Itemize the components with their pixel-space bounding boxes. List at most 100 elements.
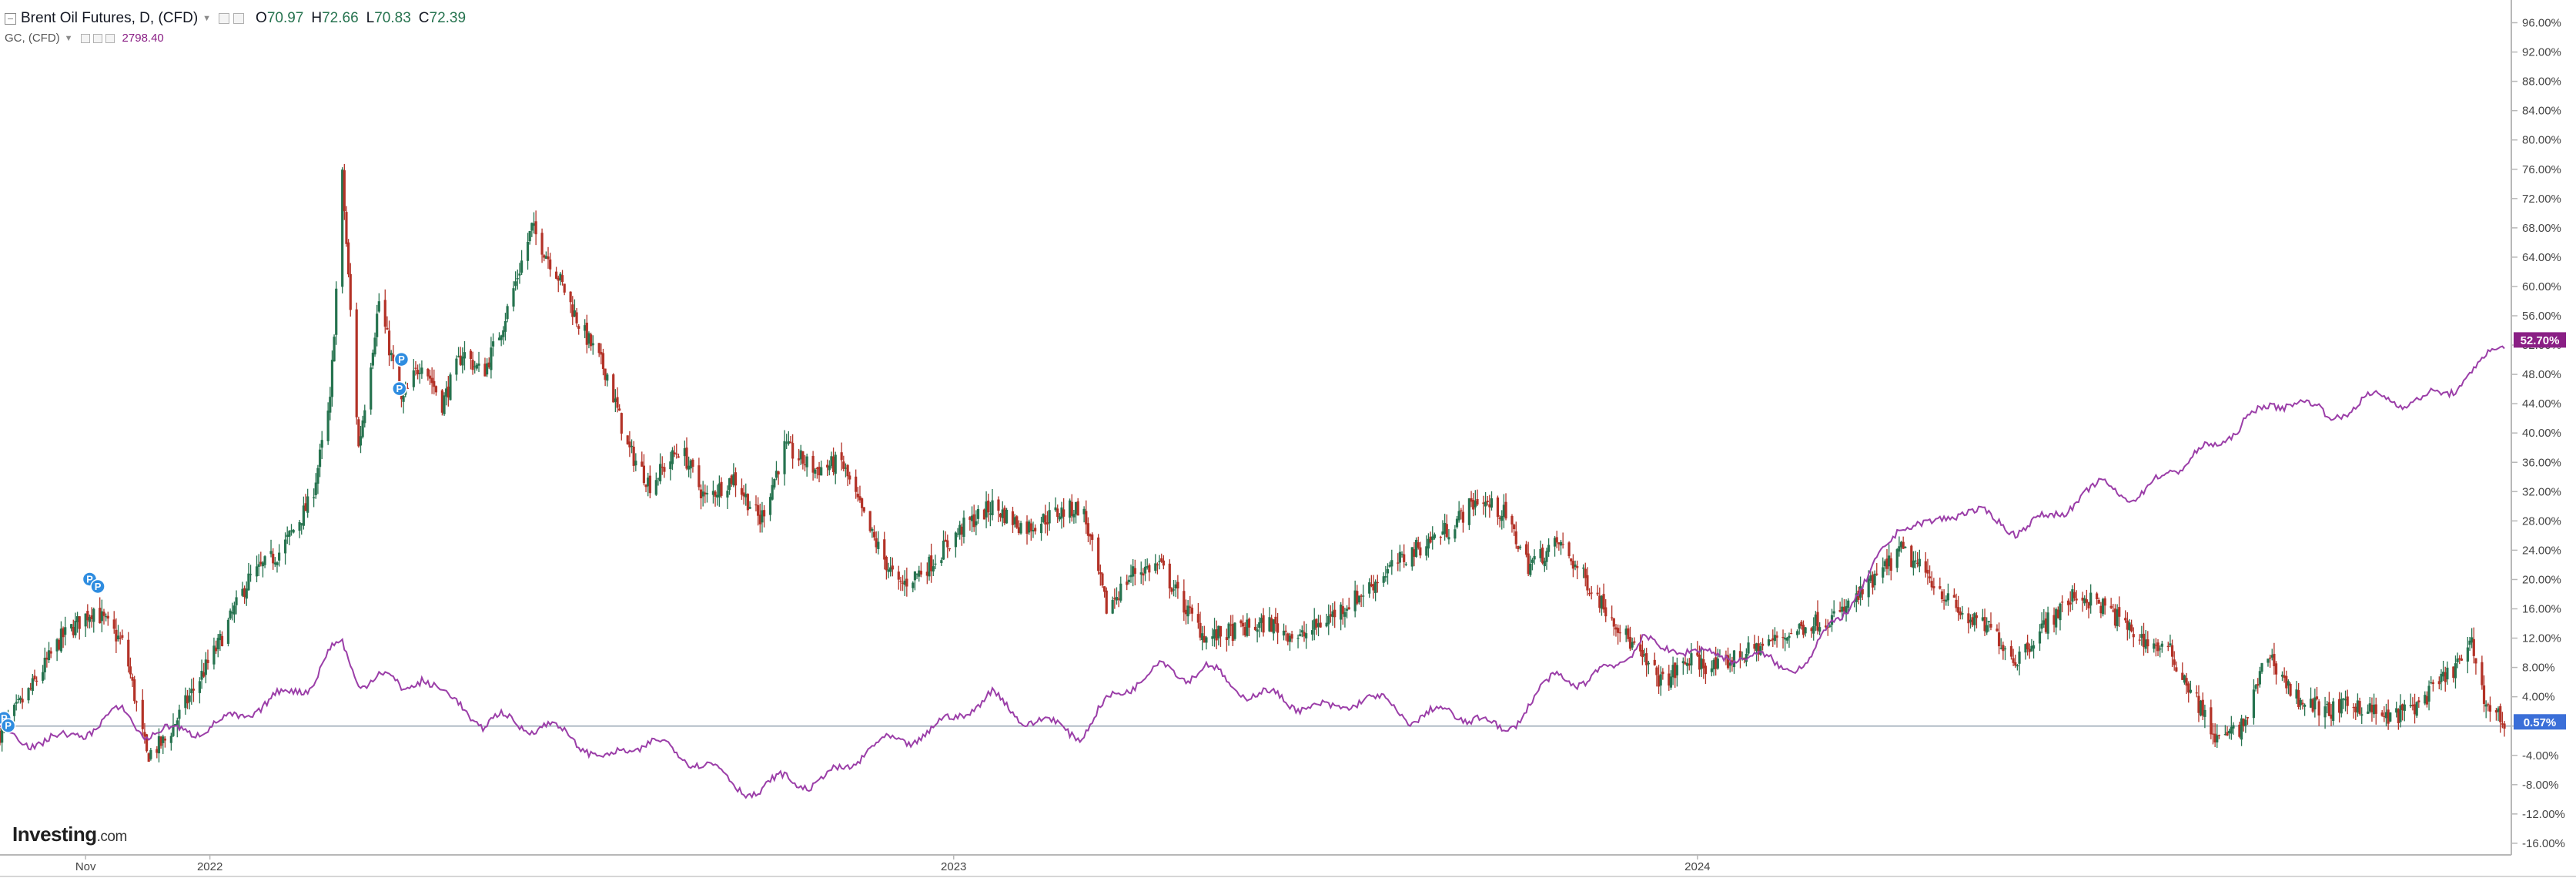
candle: [2430, 676, 2433, 685]
candle: [1256, 624, 1259, 643]
y-tick-label: -12.00%: [2522, 808, 2565, 821]
candle: [2187, 681, 2190, 703]
candle: [1260, 613, 1263, 632]
candle: [1924, 552, 1927, 578]
candle: [954, 531, 957, 558]
candle: [1357, 595, 1361, 605]
event-marker[interactable]: P: [90, 578, 105, 595]
candle: [528, 230, 531, 245]
collapse-legend-icon[interactable]: [5, 12, 16, 25]
candle: [92, 607, 95, 633]
candle: [1747, 636, 1750, 656]
candle: [846, 464, 849, 487]
y-tick-label: 92.00%: [2522, 46, 2561, 59]
candle: [2146, 631, 2149, 654]
candle: [543, 254, 546, 262]
candle: [905, 567, 908, 597]
candle: [486, 358, 489, 377]
candle: [946, 535, 949, 558]
chevron-down-icon[interactable]: ▼: [64, 34, 73, 43]
candle: [269, 539, 273, 558]
visibility-icon[interactable]: [80, 34, 90, 43]
candle: [1213, 618, 1216, 647]
candle: [768, 493, 772, 521]
candle: [669, 451, 672, 481]
candle: [997, 496, 1000, 523]
candle: [942, 530, 945, 560]
candle: [714, 490, 717, 507]
candle: [162, 734, 165, 754]
x-axis[interactable]: Nov 2022 2023 2024: [75, 855, 1711, 873]
candle: [928, 554, 931, 581]
candle: [1888, 544, 1891, 576]
candle: [970, 506, 974, 533]
candle: [1001, 501, 1004, 527]
close-icon[interactable]: [233, 13, 245, 24]
candle: [2503, 721, 2506, 737]
event-marker[interactable]: P: [392, 380, 407, 397]
candle: [1510, 514, 1514, 533]
ohlc-low-key: L: [366, 10, 375, 26]
candle: [2030, 638, 2033, 652]
candle: [2132, 627, 2135, 648]
candle: [2387, 699, 2390, 730]
candle: [245, 581, 248, 606]
candle: [202, 662, 206, 679]
candle: [1362, 585, 1365, 608]
candle: [1184, 599, 1188, 625]
candle: [1410, 547, 1413, 571]
candle: [206, 649, 209, 670]
candle: [1631, 637, 1634, 651]
candle: [159, 736, 162, 749]
candle: [956, 528, 959, 538]
candle: [1818, 622, 1822, 635]
candle: [1482, 495, 1485, 515]
settings-icon[interactable]: [92, 34, 102, 43]
candle: [844, 463, 848, 478]
chevron-down-icon[interactable]: ▼: [202, 14, 212, 23]
settings-icon[interactable]: [219, 13, 230, 24]
candle: [740, 478, 744, 500]
candle: [1404, 561, 1407, 567]
main-last-badge: 0.57%: [2514, 714, 2566, 730]
candle: [2466, 637, 2469, 674]
candle: [1775, 631, 1778, 648]
candle: [2427, 680, 2430, 711]
candle: [1270, 615, 1273, 632]
candle: [2474, 658, 2477, 675]
y-tick-label: 32.00%: [2522, 485, 2561, 498]
y-axis[interactable]: 96.00% 92.00% 88.00% 84.00% 80.00% 76.00% 72.0…: [2511, 17, 2565, 850]
candle: [2138, 634, 2141, 645]
candle: [514, 271, 517, 291]
close-icon[interactable]: [105, 34, 115, 43]
candle: [192, 677, 196, 702]
candle: [370, 363, 373, 415]
candle: [1587, 588, 1591, 597]
candle: [1388, 561, 1391, 568]
candle: [2431, 679, 2434, 692]
candle: [1804, 626, 1807, 637]
candle: [944, 531, 947, 542]
candle: [2038, 624, 2042, 652]
candle: [1753, 635, 1756, 652]
candle: [2096, 591, 2099, 605]
candle: [392, 345, 395, 370]
y-tick-label: 20.00%: [2522, 573, 2561, 586]
candle: [2280, 671, 2284, 682]
candle: [544, 251, 547, 260]
candle: [1812, 617, 1815, 641]
candle: [1341, 598, 1344, 625]
candle: [1299, 628, 1302, 637]
candle: [1785, 637, 1788, 644]
candle: [1319, 615, 1322, 628]
candle: [2203, 704, 2206, 729]
event-marker[interactable]: P: [0, 718, 16, 733]
candle: [1345, 605, 1349, 618]
candle: [642, 454, 646, 486]
candle: [2003, 645, 2007, 661]
candle: [1533, 549, 1536, 565]
event-marker[interactable]: P: [393, 351, 410, 367]
candle: [1584, 562, 1587, 587]
